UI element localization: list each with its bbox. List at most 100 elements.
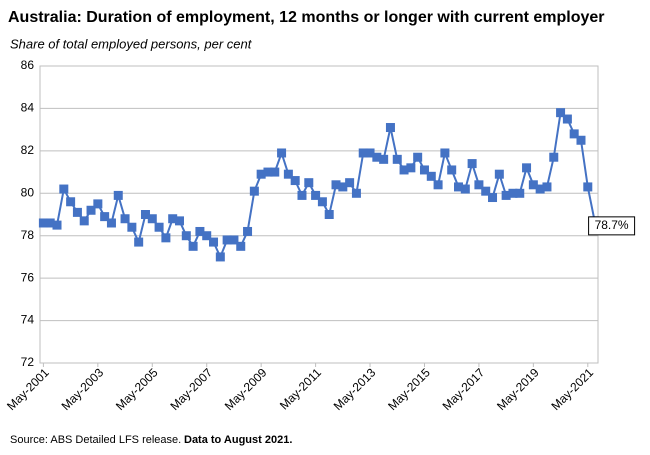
point-marker	[66, 197, 76, 207]
point-marker	[93, 199, 103, 209]
y-tick-label: 76	[21, 270, 35, 284]
point-marker	[290, 176, 300, 186]
y-tick-label: 72	[21, 355, 35, 369]
point-marker	[120, 214, 130, 224]
point-marker	[317, 197, 327, 207]
point-marker	[549, 152, 559, 162]
point-marker	[562, 114, 572, 124]
point-marker	[413, 152, 423, 162]
x-tick-label: May-2011	[277, 365, 324, 412]
x-tick-label: May-2013	[331, 365, 379, 413]
point-marker	[501, 190, 511, 200]
point-marker	[222, 235, 232, 245]
y-tick-label: 78	[21, 228, 35, 242]
point-marker	[215, 252, 225, 262]
point-marker	[535, 184, 545, 194]
point-marker	[168, 214, 178, 224]
point-marker	[576, 135, 586, 145]
point-marker	[256, 169, 266, 179]
point-marker	[433, 180, 443, 190]
point-marker	[311, 190, 321, 200]
point-marker	[229, 235, 239, 245]
point-marker	[419, 165, 429, 175]
point-marker	[569, 129, 579, 139]
point-marker	[358, 148, 368, 158]
point-marker	[209, 237, 219, 247]
point-marker	[406, 163, 416, 173]
point-marker	[59, 184, 69, 194]
point-marker	[447, 165, 457, 175]
y-tick-label: 84	[21, 101, 35, 115]
point-marker	[161, 233, 171, 243]
point-marker	[331, 180, 341, 190]
x-tick-label: May-2001	[4, 365, 52, 413]
x-tick-label: May-2009	[222, 365, 270, 413]
chart-title: Australia: Duration of employment, 12 mo…	[8, 9, 605, 26]
y-tick-label: 86	[21, 58, 35, 72]
point-marker	[399, 165, 409, 175]
chart-subtitle: Share of total employed persons, per cen…	[10, 36, 253, 51]
point-marker	[134, 237, 144, 247]
x-tick-label: May-2007	[167, 365, 215, 413]
point-marker	[440, 148, 450, 158]
point-marker	[106, 218, 116, 228]
note: Data to August 2021.	[184, 434, 292, 446]
point-marker	[385, 123, 395, 133]
point-marker	[508, 188, 518, 198]
point-marker	[338, 182, 348, 192]
point-marker	[195, 226, 205, 236]
point-marker	[72, 207, 82, 217]
point-marker	[147, 214, 157, 224]
x-tick-label: May-2021	[549, 365, 597, 413]
point-marker	[297, 190, 307, 200]
point-marker	[263, 167, 273, 177]
point-marker	[304, 178, 314, 188]
point-marker	[79, 216, 89, 226]
point-marker	[283, 169, 293, 179]
point-marker	[528, 180, 538, 190]
point-marker	[127, 222, 137, 232]
x-tick-label: May-2019	[494, 365, 542, 413]
plot-border	[39, 65, 599, 364]
point-marker	[379, 154, 389, 164]
x-tick-label: May-2003	[59, 365, 107, 413]
point-marker	[488, 193, 498, 203]
y-tick-label: 82	[21, 143, 35, 157]
point-marker	[202, 231, 212, 241]
point-marker	[542, 182, 552, 192]
point-marker	[522, 163, 532, 173]
point-marker	[38, 218, 48, 228]
data-label: 78.7%	[595, 218, 629, 232]
x-tick-label: May-2005	[113, 365, 161, 413]
label-box	[588, 216, 636, 236]
point-marker	[154, 222, 164, 232]
x-tick-label: May-2017	[440, 365, 488, 413]
point-marker	[52, 220, 62, 230]
point-marker	[324, 210, 334, 219]
point-marker	[45, 218, 55, 228]
point-marker	[474, 180, 484, 190]
x-tick-label: May-2015	[385, 365, 433, 413]
point-marker	[583, 182, 593, 192]
y-tick-label: 74	[21, 313, 35, 327]
point-marker	[392, 154, 402, 164]
point-marker	[556, 108, 566, 118]
data-label-box: 78.7%	[588, 216, 636, 236]
point-marker	[372, 152, 382, 162]
point-marker	[460, 184, 470, 194]
point-marker	[345, 178, 355, 188]
point-marker	[494, 169, 504, 179]
point-marker	[365, 148, 375, 158]
point-marker	[140, 210, 150, 219]
point-marker	[188, 241, 198, 251]
y-tick-label: 80	[21, 185, 35, 199]
point-marker	[270, 167, 280, 177]
point-marker	[481, 186, 491, 196]
point-marker	[454, 182, 463, 192]
point-marker	[113, 190, 123, 200]
point-marker	[236, 241, 246, 251]
point-marker	[277, 148, 287, 158]
source: Source: ABS Detailed LFS release.	[10, 434, 181, 446]
point-marker	[426, 171, 436, 181]
point-marker	[467, 159, 477, 169]
